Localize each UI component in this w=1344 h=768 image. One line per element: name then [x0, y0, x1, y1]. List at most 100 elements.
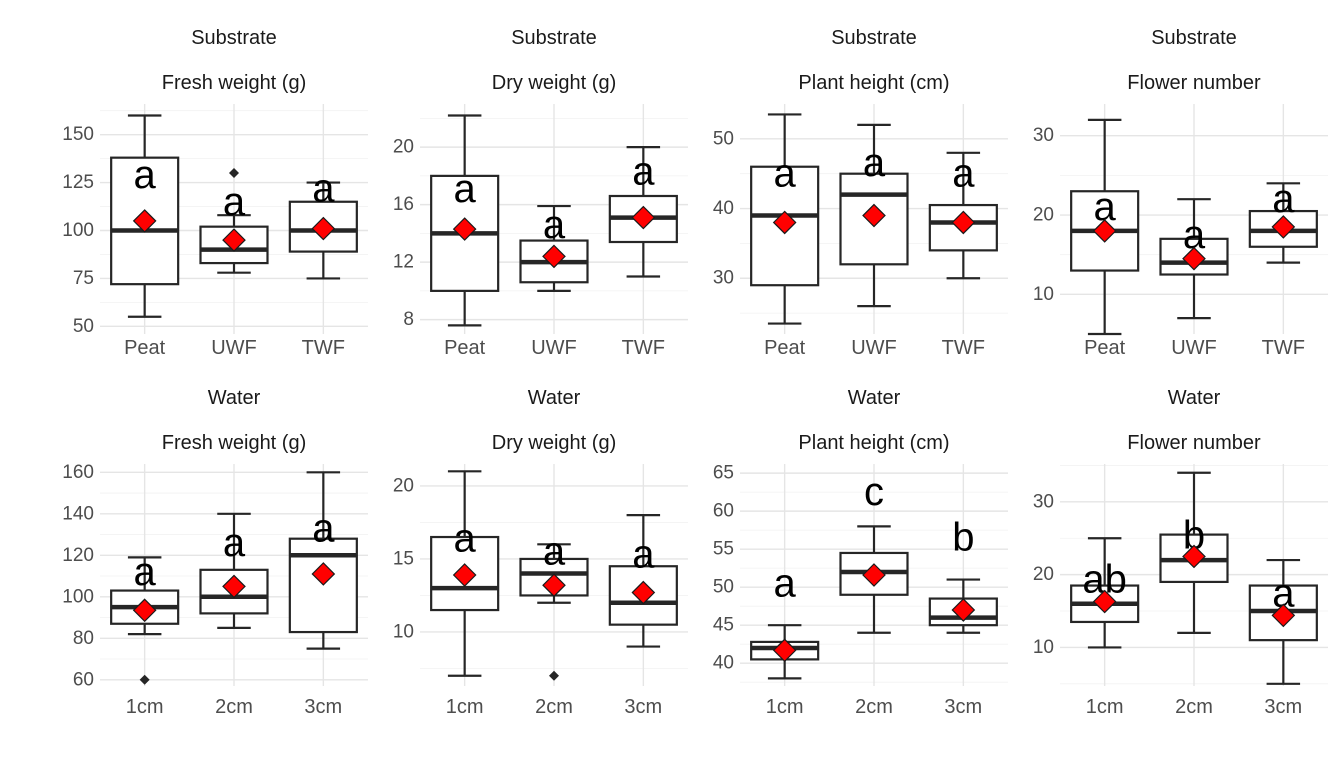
box-3cm: a [288, 471, 358, 650]
significance-letter: a [1272, 177, 1295, 221]
box-UWF: a [519, 203, 589, 292]
mean-marker [1182, 544, 1206, 569]
x-tick-label: TWF [942, 337, 985, 359]
box-Peat: a [430, 114, 500, 327]
box-Peat: a [110, 114, 180, 318]
panel-title: Flower number [1127, 72, 1261, 94]
x-tick-label: TWF [302, 337, 345, 359]
mean-marker [631, 205, 656, 230]
significance-letter: a [454, 516, 477, 560]
y-tick-label: 65 [713, 463, 734, 484]
x-tick-label: 2cm [535, 696, 573, 718]
panel-title: Dry weight (g) [492, 432, 616, 454]
box-3cm: a [608, 514, 678, 648]
iqr-box [288, 200, 358, 253]
box-UWF: a [199, 168, 269, 274]
box-1cm: a [750, 561, 820, 680]
panel-8: Water Flower number 10 20 30 1cm 2cm 3cm abb a [1033, 387, 1328, 718]
box-TWF: a [1248, 177, 1318, 264]
panel-title: Dry weight (g) [492, 72, 616, 94]
y-tick-label: 140 [62, 503, 94, 524]
mean-marker [951, 210, 976, 235]
mean-marker [222, 228, 246, 252]
x-tick-label: Peat [1084, 337, 1126, 359]
panel-7: Water Plant height (cm) 40 45 50 55 60 65 1cm 2cm… [713, 387, 1008, 718]
x-tick-label: TWF [622, 337, 665, 359]
box-2cm: a [519, 530, 589, 681]
y-tick-label: 30 [1033, 125, 1054, 146]
significance-letter: a [632, 533, 655, 577]
box-UWF: a [1159, 198, 1229, 320]
panel-6: Water Dry weight (g) 10 15 20 1cm 2cm 3cm a a a [393, 387, 688, 718]
significance-letter: a [1272, 572, 1295, 616]
x-tick-label: UWF [531, 337, 577, 359]
x-tick-label: 2cm [855, 696, 893, 718]
panel-3: Substrate Plant height (cm) 30 40 50 Peat UWF T… [713, 27, 1008, 359]
mean-marker [772, 210, 797, 235]
box-3cm: b [928, 516, 998, 634]
x-tick-label: 3cm [944, 696, 982, 718]
panel-4: Substrate Flower number 10 20 30 Peat UWF TWF a a… [1033, 27, 1328, 359]
significance-letter: a [454, 167, 477, 211]
box-TWF: a [928, 151, 998, 280]
y-tick-label: 16 [393, 194, 414, 215]
y-tick-label: 80 [73, 628, 94, 649]
panel-2: Substrate Dry weight (g) 8 12 16 20 Peat UWF TWF… [393, 27, 688, 359]
y-tick-label: 160 [62, 462, 94, 483]
y-tick-label: 20 [393, 137, 414, 158]
x-tick-label: 1cm [446, 696, 484, 718]
x-tick-label: 3cm [624, 696, 662, 718]
outlier-point [229, 168, 239, 178]
y-tick-label: 10 [1033, 637, 1054, 658]
x-tick-label: 1cm [126, 696, 164, 718]
facet-label: Substrate [511, 27, 597, 49]
significance-letter: a [134, 550, 157, 594]
panel-1: Substrate Fresh weight (g) 50 75 100 125 150 Pe… [62, 27, 368, 359]
y-tick-label: 30 [713, 268, 734, 289]
significance-letter: a [1094, 185, 1117, 229]
box-TWF: a [288, 166, 358, 280]
x-tick-label: Peat [764, 337, 806, 359]
significance-letter: a [543, 530, 566, 574]
y-tick-label: 100 [62, 586, 94, 607]
mean-marker [1182, 246, 1206, 271]
y-tick-label: 20 [1033, 564, 1054, 585]
box-2cm: c [839, 470, 909, 634]
mean-marker [1271, 603, 1296, 628]
significance-letter: c [864, 470, 884, 514]
x-tick-label: 1cm [1086, 696, 1124, 718]
significance-letter: b [952, 516, 974, 560]
y-tick-label: 125 [62, 172, 94, 193]
facet-label: Substrate [831, 27, 917, 49]
mean-marker [1092, 589, 1117, 614]
facet-label: Substrate [1151, 27, 1237, 49]
significance-letter: a [1183, 213, 1206, 257]
mean-marker [311, 216, 336, 241]
x-tick-label: 2cm [215, 696, 253, 718]
facet-label: Water [208, 387, 261, 409]
x-tick-label: TWF [1262, 337, 1305, 359]
significance-letter: a [774, 561, 797, 605]
mean-marker [452, 563, 477, 587]
box-TWF: a [608, 146, 678, 278]
mean-marker [772, 638, 797, 663]
mean-marker [542, 244, 566, 269]
mean-marker [1092, 219, 1117, 243]
outlier-point [139, 674, 150, 685]
panel-title: Plant height (cm) [798, 432, 949, 454]
x-tick-label: 3cm [1264, 696, 1302, 718]
facet-label: Substrate [191, 27, 277, 49]
mean-marker [1271, 215, 1296, 239]
y-tick-label: 40 [713, 653, 734, 674]
panel-title: Plant height (cm) [798, 72, 949, 94]
significance-letter: a [774, 152, 797, 196]
x-tick-label: Peat [444, 337, 486, 359]
x-tick-label: UWF [211, 337, 257, 359]
panel-title: Fresh weight (g) [162, 432, 307, 454]
y-tick-label: 50 [713, 577, 734, 598]
x-tick-label: UWF [1171, 337, 1217, 359]
panel-title: Fresh weight (g) [162, 72, 307, 94]
mean-marker [222, 574, 246, 599]
significance-letter: a [312, 506, 335, 550]
y-tick-label: 20 [393, 475, 414, 496]
